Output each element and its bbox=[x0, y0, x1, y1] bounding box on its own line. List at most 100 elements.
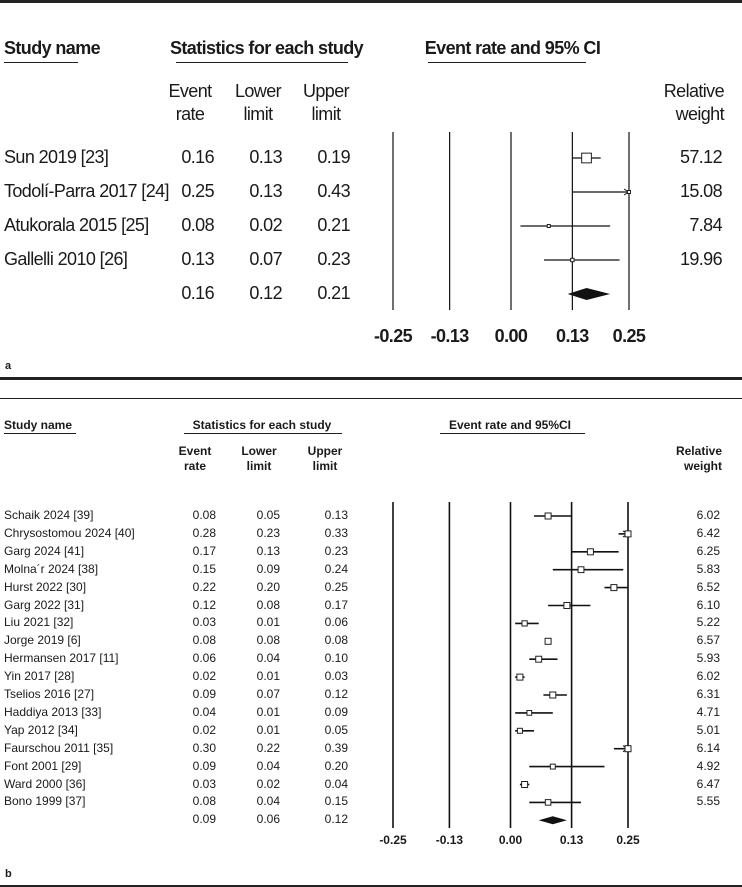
header-underline bbox=[176, 62, 348, 63]
lower-limit-value: 0.07 bbox=[249, 249, 282, 269]
event-rate-value: 0.08 bbox=[192, 508, 216, 522]
lower-limit-value: 0.04 bbox=[256, 651, 280, 666]
upper-limit-value: 0.43 bbox=[317, 181, 350, 201]
header-event-rate-ci: Event rate and 95% CI bbox=[424, 38, 601, 58]
lower-limit-value: 0.13 bbox=[256, 543, 280, 558]
event-rate-value: 0.03 bbox=[192, 776, 216, 791]
col-header-line: rate bbox=[175, 104, 205, 124]
header-underline bbox=[428, 62, 586, 63]
lower-limit-value: 0.02 bbox=[256, 776, 280, 791]
point-estimate bbox=[610, 584, 618, 592]
event-rate-value: 0.02 bbox=[192, 669, 216, 684]
upper-limit-value: 0.03 bbox=[324, 669, 348, 684]
point-estimate bbox=[516, 727, 523, 734]
event-rate-value: 0.12 bbox=[192, 597, 216, 612]
axis-tick-label: -0.25 bbox=[373, 326, 413, 346]
upper-limit-value: 0.23 bbox=[317, 249, 350, 269]
upper-limit-value: 0.12 bbox=[324, 687, 348, 701]
col-header-line: weight bbox=[684, 459, 722, 473]
header-statistics: Statistics for each study bbox=[192, 418, 332, 432]
col-header-line: Upper bbox=[302, 81, 350, 101]
relative-weight-value: 6.10 bbox=[696, 597, 720, 612]
relative-weight-value: 6.57 bbox=[696, 633, 720, 648]
lower-limit-value: 0.13 bbox=[249, 147, 282, 167]
point-estimate bbox=[577, 566, 585, 574]
study-name: Font 2001 [29] bbox=[4, 758, 82, 773]
relative-weight-value: 15.08 bbox=[679, 181, 723, 201]
point-estimate bbox=[624, 745, 632, 753]
point-estimate bbox=[546, 224, 551, 228]
header-underline bbox=[4, 62, 78, 63]
event-rate-value: 0.16 bbox=[181, 147, 214, 167]
axis-tick-label: -0.25 bbox=[379, 833, 407, 847]
col-header-event-rate: Event rate bbox=[160, 80, 220, 126]
event-rate-value: 0.22 bbox=[192, 579, 216, 594]
upper-limit-value: 0.23 bbox=[324, 543, 348, 558]
axis-tick-label: 0.00 bbox=[498, 833, 523, 847]
lower-limit-value: 0.13 bbox=[249, 181, 282, 201]
pooled-lower-limit: 0.06 bbox=[256, 812, 280, 827]
upper-limit-value: 0.39 bbox=[324, 740, 348, 755]
relative-weight-value: 5.55 bbox=[696, 794, 720, 809]
point-estimate bbox=[563, 602, 571, 609]
relative-weight-value: 5.93 bbox=[696, 651, 720, 666]
point-estimate bbox=[544, 512, 552, 520]
point-estimate bbox=[526, 710, 533, 716]
forest-plot-panel-a: Study name Statistics for each study Eve… bbox=[0, 0, 742, 380]
pooled-lower-limit: 0.12 bbox=[249, 283, 282, 303]
point-estimate bbox=[549, 691, 557, 699]
upper-limit-value: 0.10 bbox=[324, 651, 348, 666]
event-rate-value: 0.06 bbox=[192, 651, 216, 666]
study-name: Ward 2000 [36] bbox=[4, 776, 86, 791]
relative-weight-value: 6.14 bbox=[696, 740, 720, 755]
event-rate-value: 0.03 bbox=[192, 615, 216, 630]
lower-limit-value: 0.08 bbox=[256, 597, 280, 612]
event-rate-value: 0.09 bbox=[192, 687, 216, 701]
forest-plot-b-graphics bbox=[392, 502, 632, 828]
lower-limit-value: 0.23 bbox=[256, 525, 280, 540]
study-name: Todolí-Parra 2017 [24] bbox=[4, 181, 170, 201]
lower-limit-value: 0.01 bbox=[256, 704, 280, 719]
relative-weight-value: 6.02 bbox=[696, 508, 720, 522]
study-name: Bono 1999 [37] bbox=[4, 794, 86, 809]
header-underline bbox=[440, 433, 585, 434]
relative-weight-value: 7.84 bbox=[689, 215, 722, 235]
study-name: Faurschou 2011 [35] bbox=[4, 740, 114, 755]
relative-weight-value: 6.52 bbox=[696, 579, 720, 594]
upper-limit-value: 0.05 bbox=[324, 722, 348, 737]
event-rate-value: 0.08 bbox=[192, 633, 216, 648]
event-rate-value: 0.13 bbox=[181, 249, 214, 269]
study-name: Hurst 2022 [30] bbox=[4, 579, 87, 594]
col-header-line: Upper bbox=[307, 444, 343, 458]
axis-tick-label: 0.00 bbox=[494, 326, 528, 346]
study-name: Yin 2017 [28] bbox=[4, 669, 75, 684]
lower-limit-value: 0.22 bbox=[256, 740, 280, 755]
col-header-lower-limit: Lower limit bbox=[228, 80, 288, 126]
point-estimate bbox=[586, 548, 594, 556]
forest-plot-a-graphics bbox=[392, 132, 631, 310]
col-header-upper-limit: Upper limit bbox=[296, 80, 356, 126]
header-study-name: Study name bbox=[4, 38, 101, 58]
study-name: Sun 2019 [23] bbox=[4, 147, 109, 167]
header-study-name: Study name bbox=[4, 418, 73, 432]
point-estimate bbox=[544, 799, 552, 806]
col-header-relative-weight: Relative weight bbox=[650, 444, 722, 474]
relative-weight-value: 57.12 bbox=[679, 147, 723, 167]
upper-limit-value: 0.09 bbox=[324, 704, 348, 719]
axis-tick-label: 0.25 bbox=[612, 326, 646, 346]
col-header-line: limit bbox=[246, 459, 272, 473]
upper-limit-value: 0.20 bbox=[324, 758, 348, 773]
upper-limit-value: 0.06 bbox=[324, 615, 348, 630]
pooled-upper-limit: 0.21 bbox=[317, 283, 350, 303]
bottom-rule bbox=[0, 377, 742, 380]
top-rule bbox=[0, 0, 742, 3]
study-name: Yap 2012 [34] bbox=[4, 722, 78, 737]
event-rate-value: 0.04 bbox=[192, 704, 216, 719]
col-header-line: Relative bbox=[663, 81, 725, 101]
study-name: Liu 2021 [32] bbox=[4, 615, 74, 630]
point-estimate bbox=[549, 763, 556, 770]
col-header-line: Lower bbox=[241, 444, 277, 458]
lower-limit-value: 0.05 bbox=[256, 508, 280, 522]
study-name: Chrysostomou 2024 [40] bbox=[4, 525, 135, 540]
relative-weight-value: 4.92 bbox=[696, 758, 720, 773]
